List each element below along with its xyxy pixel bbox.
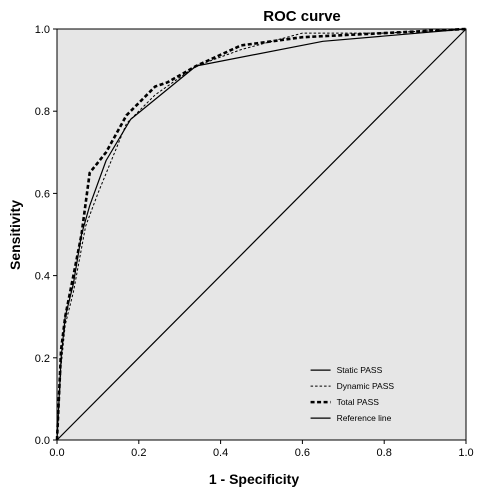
series-line-reference-line: [56, 28, 467, 441]
legend: Static PASS Dynamic PASS Total PASS Referen…: [310, 365, 395, 423]
x-tick-label: 0.0: [49, 447, 64, 459]
series-line-static-pass: [56, 28, 467, 441]
series-line-dynamic-pass: [56, 28, 467, 441]
y-tick-label: 0.8: [35, 106, 50, 118]
tick-layer: 0.0 0.2 0.4 0.6 0.8 1.0 0.0 0.2 0.4 0.6 0.8 1.0: [35, 24, 474, 459]
x-tick-label: 0.8: [377, 447, 392, 459]
y-tick-label: 0.4: [35, 271, 50, 283]
x-tick-label: 1.0: [458, 447, 473, 459]
x-tick-label: 0.6: [295, 447, 310, 459]
y-tick-label: 0.6: [35, 188, 50, 200]
legend-label-total-pass: Total PASS: [337, 397, 380, 407]
x-axis-label: 1 - Specificity: [209, 471, 299, 487]
series-line-total-pass: [55, 27, 467, 441]
x-tick-label: 0.2: [131, 447, 146, 459]
legend-label-static-pass: Static PASS: [337, 365, 383, 375]
series-layer: [55, 27, 467, 441]
y-tick-label: 1.0: [35, 24, 50, 36]
y-tick-label: 0.0: [35, 435, 50, 447]
y-tick-label: 0.2: [35, 353, 50, 365]
legend-label-reference-line: Reference line: [337, 413, 392, 423]
x-tick-label: 0.4: [213, 447, 228, 459]
y-axis-label: Sensitivity: [7, 200, 23, 270]
chart-title: ROC curve: [263, 8, 341, 25]
legend-label-dynamic-pass: Dynamic PASS: [337, 381, 395, 391]
